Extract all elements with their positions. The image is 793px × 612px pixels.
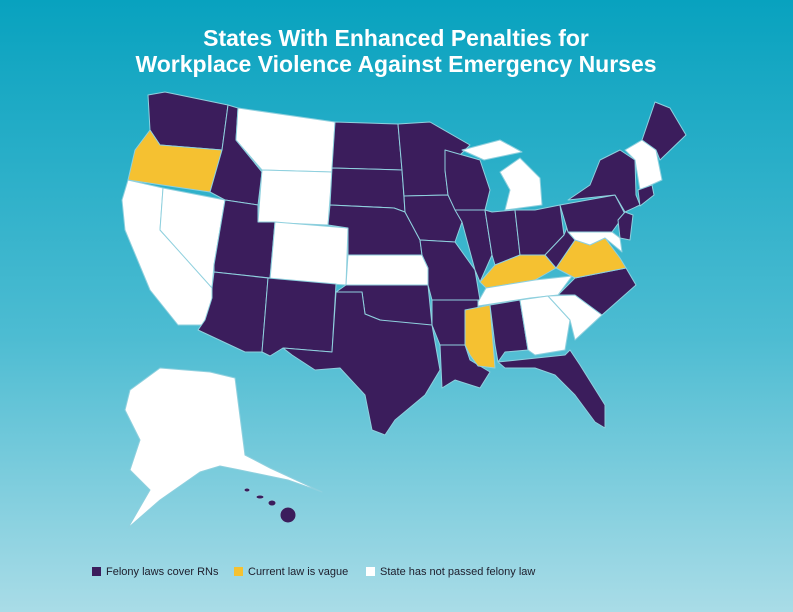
title-line: Workplace Violence Against Emergency Nur…: [135, 51, 656, 77]
state: [331, 121, 403, 171]
state: [282, 291, 441, 436]
state: [257, 169, 333, 226]
state: [261, 277, 337, 357]
state: [269, 221, 349, 286]
state: [477, 275, 573, 307]
legend-swatch: [92, 567, 101, 576]
state: [617, 211, 634, 241]
state: [255, 494, 265, 500]
state: [345, 254, 429, 286]
legend-swatch: [366, 567, 375, 576]
legend: Felony laws cover RNs Current law is vagu…: [92, 566, 535, 578]
us-map: [121, 91, 687, 529]
state: [641, 101, 687, 161]
state: [243, 487, 251, 493]
state: [567, 149, 641, 213]
legend-label: Felony laws cover RNs: [106, 566, 219, 578]
state: [499, 157, 543, 211]
state: [267, 499, 277, 507]
title-line: States With Enhanced Penalties for: [203, 25, 589, 51]
state: [461, 139, 523, 161]
state: [124, 367, 323, 529]
state: [567, 231, 623, 253]
state: [637, 184, 655, 207]
legend-label: Current law is vague: [248, 566, 348, 578]
state: [497, 349, 606, 429]
legend-swatch: [234, 567, 243, 576]
state: [279, 506, 297, 524]
legend-label: State has not passed felony law: [380, 566, 535, 578]
